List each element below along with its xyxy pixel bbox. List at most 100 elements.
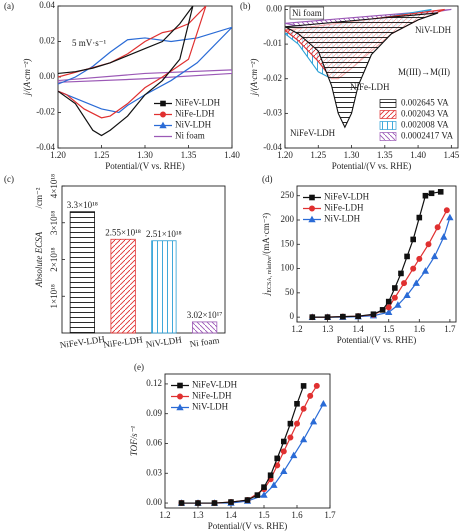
- x-tick-label: 1.6: [291, 510, 303, 520]
- point: [244, 497, 251, 503]
- point: [254, 492, 261, 498]
- point: [299, 435, 308, 443]
- series-line: [312, 217, 451, 318]
- y-tick-label: 0.06: [146, 438, 162, 448]
- y-tick-label: 0: [290, 311, 295, 321]
- legend-marker: [308, 215, 316, 223]
- point: [355, 313, 361, 319]
- label-box: [289, 6, 325, 20]
- legend-label: NiFe-LDH: [324, 203, 364, 213]
- x-tick-label: NiFeV-LDH: [59, 334, 106, 350]
- x-tick-label: 1.25: [94, 150, 110, 160]
- y-tick-label: 0.00: [266, 4, 282, 14]
- point: [412, 279, 420, 286]
- point: [430, 252, 439, 260]
- legend-marker: [177, 393, 183, 400]
- point: [401, 280, 408, 287]
- point: [294, 420, 300, 427]
- x-tick-label: 1.4: [353, 324, 365, 334]
- x-axis-label: Potential/(V vs. RHE): [208, 521, 288, 531]
- bar: [191, 321, 218, 334]
- series-line: [58, 6, 194, 137]
- point: [307, 392, 314, 399]
- legend-label: NiFe-LDH: [192, 391, 232, 401]
- legend-swatch: [379, 132, 397, 141]
- point: [440, 233, 448, 240]
- value-label: 2.55×10¹⁸: [105, 227, 141, 237]
- x-tick-label: 1.20: [277, 150, 293, 160]
- x-tick-label: 1.7: [444, 324, 456, 334]
- y-tick-label: 50: [285, 287, 295, 297]
- x-tick-label: 1.3: [192, 510, 204, 520]
- plot-area: [177, 382, 328, 507]
- point: [410, 265, 417, 272]
- x-tick-label: Ni foam: [189, 335, 220, 349]
- plot-frame: [284, 5, 459, 149]
- point: [290, 451, 298, 459]
- y-axis-label-part: Absolute ECSA: [34, 231, 44, 288]
- panel-label: (e): [134, 362, 144, 372]
- point: [260, 491, 268, 498]
- point: [370, 311, 377, 318]
- legend-marker: [177, 382, 183, 389]
- y-axis-label: TOF/s⁻¹: [129, 426, 139, 457]
- legend-label: NiV-LDH: [175, 120, 212, 130]
- y-axis-label-part: j: [261, 292, 271, 296]
- value-label: 3.3×10¹⁸: [67, 200, 98, 210]
- panel-label: (c): [4, 174, 14, 184]
- y-tick-label: 0.02: [39, 36, 55, 46]
- x-tick-label: 1.7: [324, 510, 336, 520]
- annotation: M(III)→M(II): [398, 67, 450, 77]
- series-line: [58, 26, 232, 114]
- series-line: [181, 403, 324, 504]
- point: [398, 270, 404, 277]
- legend-swatch: [379, 121, 397, 130]
- legend-label: NiFeV-LDH: [192, 380, 238, 390]
- y-tick-label: 0.00: [39, 71, 55, 81]
- point: [385, 308, 393, 315]
- point: [261, 484, 267, 490]
- point: [391, 294, 398, 301]
- y-tick-label: -0.02: [263, 73, 282, 83]
- point: [416, 255, 423, 262]
- x-tick-label: 1.5: [383, 324, 395, 334]
- curve-label: NiFeV-LDH: [290, 128, 336, 138]
- y-tick-label: -0.02: [36, 107, 55, 117]
- series-line: [312, 210, 448, 318]
- legend-marker: [159, 121, 167, 129]
- legend-marker: [309, 194, 315, 201]
- plot-area: [58, 6, 232, 137]
- y-tick-label: 0.03: [146, 467, 162, 477]
- point: [280, 467, 288, 474]
- point: [385, 298, 392, 305]
- point: [211, 500, 218, 506]
- y-tick-label: 0.00: [146, 497, 162, 507]
- value-label: 3.02×10¹⁷: [187, 310, 223, 320]
- y-axis-label: j/(A·cm⁻²): [22, 59, 32, 97]
- plot-frame: [296, 185, 457, 323]
- y-tick-label: 4×10¹⁸: [49, 174, 59, 198]
- y-tick-label: 2×10¹⁸: [49, 247, 59, 271]
- point: [379, 307, 386, 313]
- panel: (b) -0.04 -0.03 -0.02 -0.01 0.00 1.20 1.25 1.30 1…: [240, 1, 460, 171]
- legend-label: 0.002008 VA: [401, 120, 449, 130]
- point: [281, 438, 287, 445]
- point: [437, 189, 444, 195]
- series-line: [58, 6, 207, 119]
- point: [425, 241, 432, 248]
- point: [319, 399, 328, 407]
- area: [285, 12, 439, 129]
- bar: [151, 240, 177, 334]
- x-tick-label: 1.40: [224, 150, 240, 160]
- point: [421, 267, 430, 274]
- y-axis-label-part: j/(A·cm⁻²): [22, 59, 32, 97]
- y-tick-label: 3×10¹⁸: [49, 211, 59, 235]
- x-tick-label: 1.45: [443, 150, 459, 160]
- y-tick-label: 0.04: [39, 0, 55, 10]
- y-tick-label: -0.03: [263, 107, 282, 117]
- x-tick-label: 1.20: [50, 150, 66, 160]
- point: [195, 500, 201, 506]
- legend-label: 0.0002417 VA: [401, 131, 454, 141]
- point: [394, 301, 402, 308]
